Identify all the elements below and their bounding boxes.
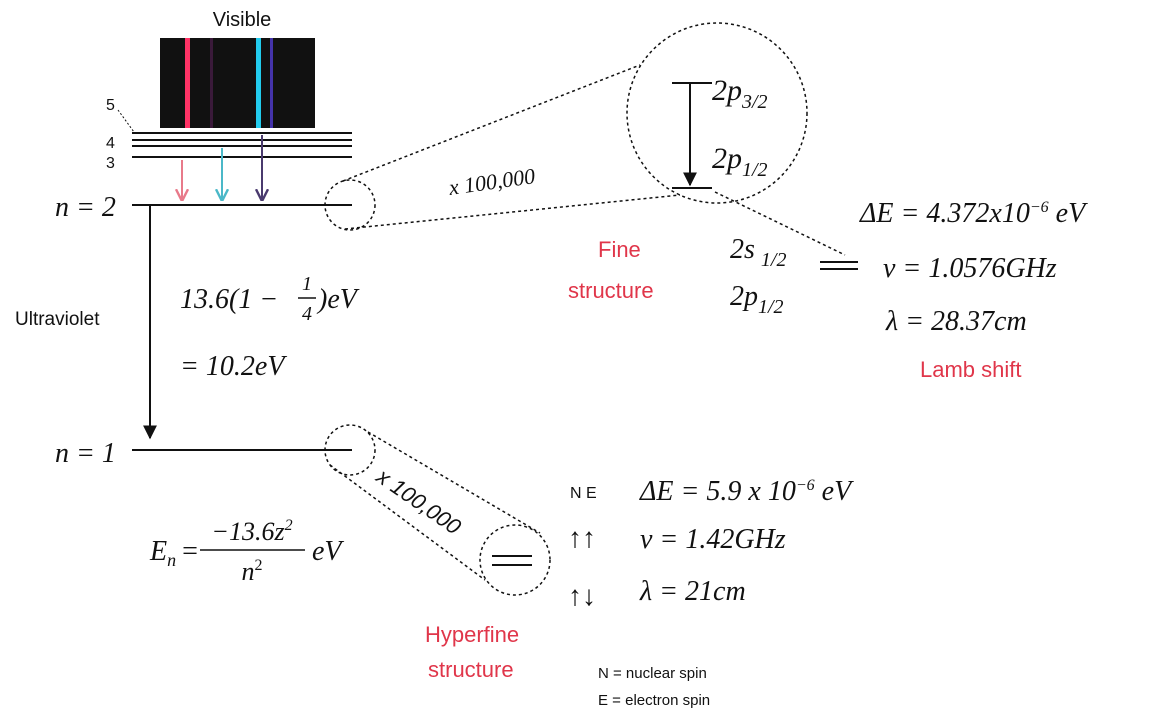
unit: eV [1049, 198, 1088, 229]
main: 2s [730, 234, 755, 265]
spectrum [160, 38, 315, 128]
level-label: 2p1/2 [730, 281, 784, 318]
hyperfine-label: structure [428, 657, 514, 682]
fine-label: Fine [598, 237, 641, 262]
formula-numerator: 1 [302, 273, 312, 295]
spin-legend: E = electron spin [598, 692, 710, 709]
formula-result: = 10.2eV [180, 351, 287, 382]
level-label: 3 [106, 155, 115, 172]
hyperfine-label: Hyperfine [425, 622, 519, 647]
sub: 1/2 [742, 159, 768, 181]
spin-antiparallel: ↑↓ [568, 580, 596, 611]
lamb-wavelength: λ = 28.37cm [885, 306, 1027, 337]
lamb-frequency: ν = 1.0576GHz [883, 253, 1057, 284]
spin-parallel: ↑↑ [568, 522, 596, 553]
level-label: 4 [106, 135, 115, 152]
energy-denominator: n2 [242, 557, 263, 586]
formula-prefix: 13.6(1 − [180, 284, 278, 315]
hyperfine-energy: ΔE = 5.9 x 10−6 eV [639, 476, 854, 507]
level-label: n = 1 [55, 438, 116, 469]
formula-denominator: 4 [302, 303, 312, 325]
hyperfine-frequency: ν = 1.42GHz [640, 524, 786, 555]
equals: = [182, 536, 198, 567]
spectrum-label: Visible [213, 9, 272, 31]
main: 2p [712, 142, 742, 175]
level-label: 2p3/2 [712, 74, 768, 113]
main: 2p [712, 74, 742, 107]
lamb-energy: ΔE = 4.372x10−6 eV [859, 198, 1088, 229]
main: 2p [730, 281, 758, 312]
energy-numerator: −13.6z2 [211, 517, 292, 546]
level-label: 5 [106, 97, 115, 114]
level-pointer [118, 110, 134, 132]
exponent: −6 [1030, 199, 1049, 216]
level-label: 2s 1/2 [730, 234, 786, 271]
hyperfine-wavelength: λ = 21cm [639, 576, 746, 607]
exponent: −6 [796, 477, 815, 494]
sub: 1/2 [758, 296, 784, 318]
transition-label: Ultraviolet [15, 309, 100, 330]
diagram: Visible 5 4 3 n = 2 n = 1 Ultraviolet 13… [0, 0, 1173, 715]
numerator: −13.6z [211, 517, 284, 546]
unit: eV [815, 476, 854, 507]
level-label: n = 2 [55, 192, 116, 223]
magnification: x 100,000 [446, 163, 536, 200]
exponent: 2 [255, 557, 263, 574]
sub: 3/2 [741, 91, 768, 113]
sub: 1/2 [761, 249, 787, 271]
main: ΔE = 4.372x10 [859, 198, 1030, 229]
spin-header: N E [570, 485, 597, 502]
formula-suffix: )eV [316, 284, 360, 315]
exponent: 2 [285, 517, 293, 534]
fine-label: structure [568, 278, 654, 303]
energy-unit: eV [312, 536, 344, 567]
lamb-label: Lamb shift [920, 357, 1022, 382]
page: {"spectrum":{"label":"Visible"}, "levels… [0, 0, 1173, 715]
level-label: 2p1/2 [712, 142, 768, 181]
spin-legend: N = nuclear spin [598, 665, 707, 682]
denominator: n [242, 557, 255, 586]
energy-symbol: En = [149, 536, 198, 570]
symbol: E [149, 536, 167, 567]
subscript: n [167, 550, 176, 570]
main: ΔE = 5.9 x 10 [639, 476, 796, 507]
magnification: x 100,000 [371, 463, 466, 540]
